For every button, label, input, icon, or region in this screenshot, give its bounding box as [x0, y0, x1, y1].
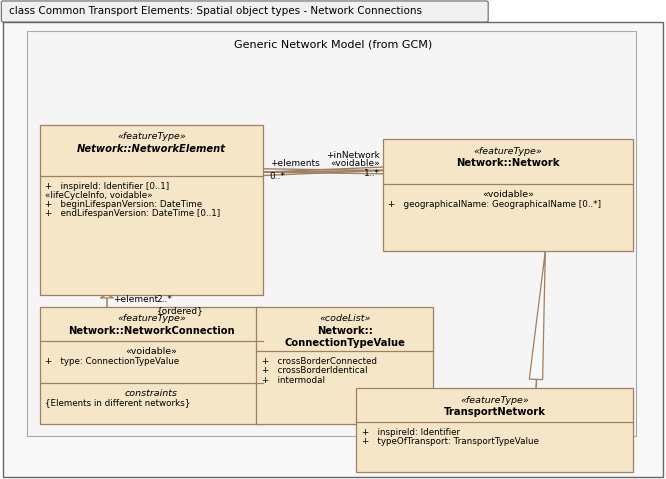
Text: +   intermodal: + intermodal — [262, 376, 325, 385]
Text: TransportNetwork: TransportNetwork — [444, 407, 545, 417]
Text: «featureType»: «featureType» — [117, 132, 186, 141]
Text: +element: +element — [113, 295, 159, 304]
Text: «featureType»: «featureType» — [474, 147, 542, 156]
Text: {ordered}: {ordered} — [157, 306, 204, 315]
Text: «voidable»: «voidable» — [330, 159, 380, 168]
FancyBboxPatch shape — [256, 307, 433, 424]
Text: Network::NetworkConnection: Network::NetworkConnection — [68, 326, 235, 336]
FancyBboxPatch shape — [3, 22, 663, 477]
Text: «voidable»: «voidable» — [126, 347, 177, 356]
Text: class Common Transport Elements: Spatial object types - Network Connections: class Common Transport Elements: Spatial… — [9, 7, 422, 16]
Text: +   type: ConnectionTypeValue: + type: ConnectionTypeValue — [45, 357, 179, 366]
Text: +   typeOfTransport: TransportTypeValue: + typeOfTransport: TransportTypeValue — [362, 437, 539, 446]
Text: +   geographicalName: GeographicalName [0..*]: + geographicalName: GeographicalName [0.… — [388, 200, 601, 209]
Text: +inNetwork: +inNetwork — [326, 151, 380, 160]
Text: 2..*: 2..* — [157, 295, 172, 304]
Text: constraints: constraints — [125, 389, 178, 398]
FancyBboxPatch shape — [383, 139, 633, 251]
Polygon shape — [529, 251, 545, 380]
Text: +elements: +elements — [270, 159, 320, 168]
Text: «featureType»: «featureType» — [117, 314, 186, 323]
FancyBboxPatch shape — [40, 125, 263, 295]
Text: 0..*: 0..* — [270, 172, 286, 182]
Text: +   endLifespanVersion: DateTime [0..1]: + endLifespanVersion: DateTime [0..1] — [45, 209, 220, 218]
Text: «voidable»: «voidable» — [482, 190, 533, 199]
FancyBboxPatch shape — [356, 388, 633, 472]
Text: 1..*: 1..* — [364, 169, 380, 178]
Text: +   crossBorderConnected: + crossBorderConnected — [262, 357, 377, 366]
Text: Network::
ConnectionTypeValue: Network:: ConnectionTypeValue — [284, 326, 405, 348]
Text: «lifeCycleInfo, voidable»: «lifeCycleInfo, voidable» — [45, 191, 153, 200]
FancyBboxPatch shape — [40, 307, 263, 424]
Text: «codeList»: «codeList» — [319, 314, 370, 323]
Text: +   crossBorderIdentical: + crossBorderIdentical — [262, 366, 367, 376]
Text: Generic Network Model (from GCM): Generic Network Model (from GCM) — [234, 40, 432, 50]
Text: +   inspireId: Identifier: + inspireId: Identifier — [362, 428, 460, 437]
Polygon shape — [100, 295, 113, 298]
FancyBboxPatch shape — [27, 31, 636, 436]
Text: Network::Network: Network::Network — [456, 158, 559, 168]
Text: Network::NetworkElement: Network::NetworkElement — [77, 144, 226, 154]
Text: +   inspireId: Identifier [0..1]: + inspireId: Identifier [0..1] — [45, 182, 170, 191]
Text: +   beginLifespanVersion: DateTime: + beginLifespanVersion: DateTime — [45, 200, 202, 209]
FancyBboxPatch shape — [1, 1, 488, 22]
Text: «featureType»: «featureType» — [460, 396, 529, 405]
Text: {Elements in different networks}: {Elements in different networks} — [45, 399, 190, 407]
